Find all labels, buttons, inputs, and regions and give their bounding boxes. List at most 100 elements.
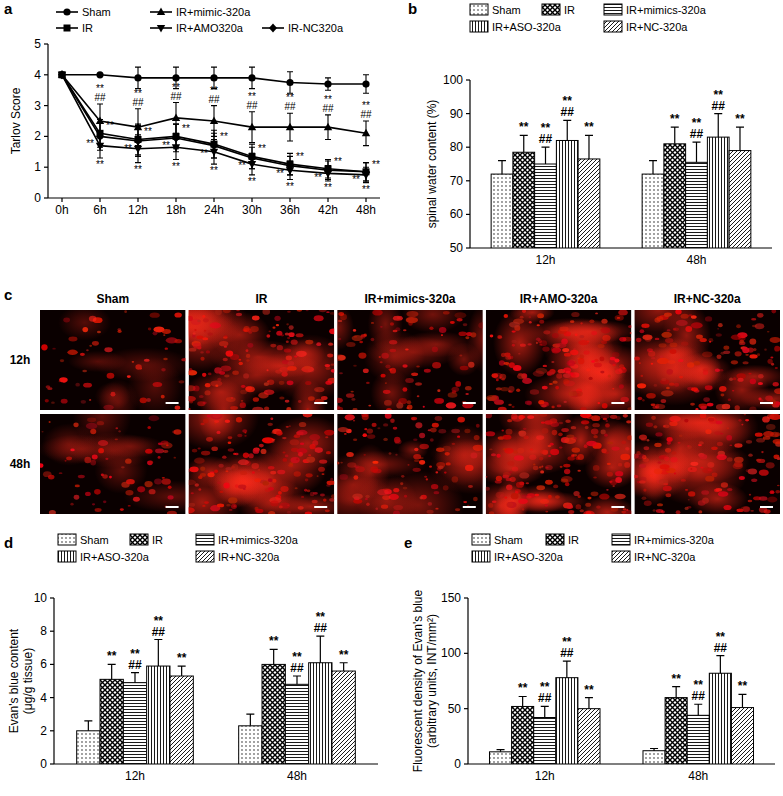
marker	[362, 167, 370, 176]
line	[62, 75, 366, 172]
chart-d: d0246810Evan's blue content(μg/g tissue)…	[4, 534, 378, 783]
significance: **	[324, 182, 332, 193]
legend-entry: IR+mimics-320a	[196, 534, 299, 546]
significance: **	[106, 120, 114, 131]
bar	[262, 664, 285, 764]
error-bar	[541, 706, 549, 717]
series	[578, 694, 754, 764]
bar	[731, 708, 753, 764]
y-tick	[44, 105, 48, 106]
y-tick	[464, 763, 468, 764]
significance: **	[162, 140, 170, 151]
significance: **	[269, 634, 279, 648]
y-tick	[464, 653, 468, 654]
bar	[556, 678, 578, 764]
annotations: ******##**##**##**##****	[519, 88, 745, 147]
y-tick-label: 50	[448, 702, 462, 716]
error-bar	[519, 696, 527, 706]
micrograph	[474, 385, 654, 533]
x-tick	[289, 198, 290, 202]
significance: **	[276, 168, 284, 179]
significance: **##	[246, 91, 258, 111]
x-tick-label: 36h	[280, 203, 300, 217]
axes: 050100150Fluorescent density of Evan's b…	[411, 589, 775, 772]
y-tick-label: 150	[441, 591, 461, 605]
error-bar	[108, 664, 116, 679]
plot-area	[491, 114, 751, 248]
annotations: ******##**##**##**##****	[107, 610, 349, 675]
significance: **	[210, 165, 218, 176]
x-tick-label: 6h	[93, 203, 106, 217]
significance: **	[671, 672, 681, 686]
significance: **	[362, 184, 370, 195]
significance: **	[334, 156, 342, 167]
error-bar	[585, 698, 593, 709]
error-bar	[563, 661, 571, 678]
chart-e: e050100150Fluorescent density of Evan's …	[404, 534, 775, 783]
error-bar	[211, 133, 217, 158]
error-bar	[340, 663, 348, 671]
error-bar	[736, 127, 744, 151]
x-tick-label: 48h	[356, 203, 376, 217]
significance: **	[124, 143, 132, 154]
error-bar	[135, 126, 141, 157]
legend-label: IR	[82, 22, 93, 34]
series	[512, 687, 688, 764]
significance: **##	[560, 635, 574, 660]
micrograph	[605, 284, 783, 413]
bar	[309, 663, 332, 764]
legend-label: IR-NC320a	[288, 22, 344, 34]
legend-entry: IR+mimics-320a	[604, 4, 707, 16]
significance: **	[286, 181, 294, 192]
axes: 5060708090100spinal water content (%)	[425, 73, 772, 255]
significance: **	[248, 176, 256, 187]
marker	[210, 117, 218, 125]
error-bar	[135, 67, 141, 89]
axes: 0246810Evan's blue content(μg/g tissue)	[7, 591, 378, 771]
significance: **##	[690, 116, 704, 141]
error-bar	[694, 704, 702, 715]
significance: **##	[132, 88, 144, 108]
significance: **##	[692, 678, 706, 703]
x-tick-label: 18h	[166, 203, 186, 217]
legend-label: IR+ASO-320a	[80, 551, 150, 563]
line	[62, 75, 366, 175]
legend-entry: Sham	[472, 534, 523, 546]
y-tick	[44, 167, 48, 168]
y-tick	[44, 197, 48, 198]
y-axis	[469, 80, 470, 248]
significance: **##	[712, 88, 726, 113]
significance: **	[339, 648, 349, 662]
y-tick-label: 100	[443, 73, 463, 87]
x-tick-label: 12h	[535, 769, 555, 783]
y-tick	[50, 763, 54, 764]
significance: **##	[284, 92, 296, 112]
error-bar	[520, 135, 528, 152]
significance: **##	[290, 650, 304, 675]
error-bar	[287, 72, 293, 94]
series	[59, 71, 370, 181]
significance: **	[670, 112, 680, 126]
y-tick-label: 60	[450, 207, 464, 221]
significance: **	[182, 123, 190, 134]
marker	[172, 133, 180, 142]
y-tick-label: 10	[34, 591, 48, 605]
legend-entry: IR+mimic-320a	[150, 6, 251, 18]
legend-label: IR+NC-320a	[626, 21, 688, 33]
legend-label: Sham	[492, 4, 521, 16]
y-tick	[50, 597, 54, 598]
significance: **	[584, 120, 594, 134]
legend-entry: IR-NC320a	[262, 22, 344, 34]
error-bar	[84, 721, 92, 731]
significance: **##	[538, 680, 552, 705]
marker	[324, 80, 331, 87]
panel-label: c	[4, 286, 12, 303]
error-bar	[154, 640, 162, 667]
bar	[686, 162, 708, 248]
error-bar	[325, 161, 331, 179]
significance: **	[220, 131, 228, 142]
marker	[286, 79, 293, 86]
error-bar	[293, 676, 301, 684]
marker	[362, 80, 369, 87]
y-tick	[466, 147, 470, 148]
